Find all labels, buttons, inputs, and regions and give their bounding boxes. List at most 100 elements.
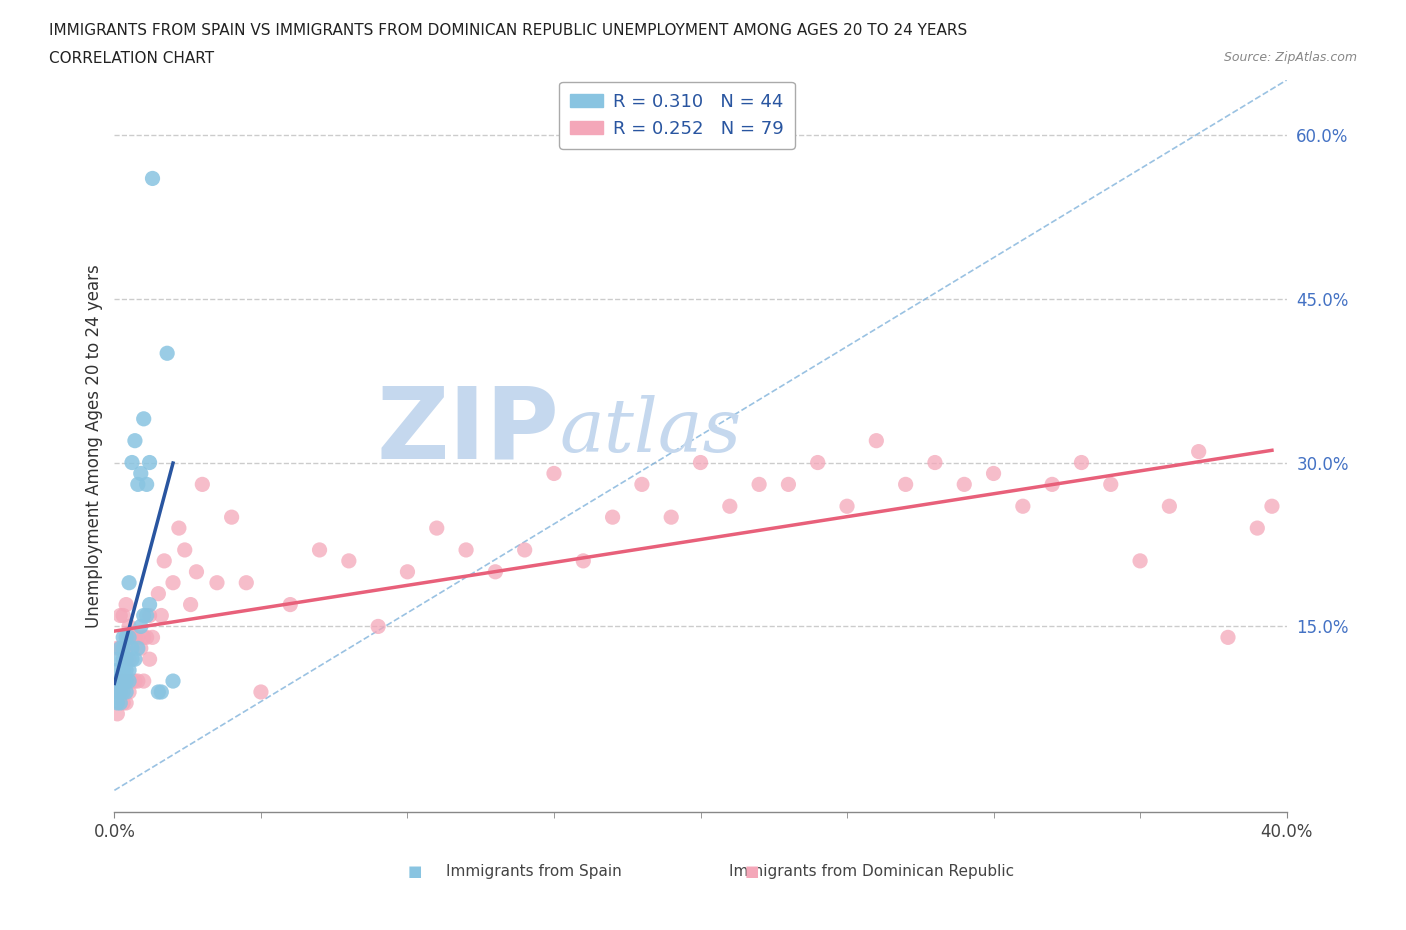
Point [115,684,138,699]
Point [1040,477,1063,492]
Point [138,455,160,470]
Text: IMMIGRANTS FROM SPAIN VS IMMIGRANTS FROM DOMINICAN REPUBLIC UNEMPLOYMENT AMONG A: IMMIGRANTS FROM SPAIN VS IMMIGRANTS FROM… [49,23,967,38]
Point [141,630,163,644]
Point [894,477,917,492]
Point [110,684,132,699]
Text: ZIP: ZIP [377,383,560,480]
Point [115,673,138,688]
Point [250,684,273,699]
Point [112,608,135,623]
Point [1188,445,1211,459]
Point [1159,498,1181,513]
Point [367,619,389,634]
Point [112,673,135,688]
Point [865,433,887,448]
Point [118,576,141,591]
Point [105,684,128,699]
Point [1099,477,1122,492]
Point [118,673,141,688]
Point [110,641,132,656]
Point [180,597,202,612]
Point [153,553,176,568]
Point [121,455,143,470]
Point [118,619,141,634]
Point [173,542,195,557]
Point [191,477,214,492]
Point [748,477,770,492]
Point [112,673,135,688]
Point [156,346,179,361]
Point [454,542,477,557]
Text: atlas: atlas [560,395,742,468]
Point [110,696,132,711]
Point [1129,553,1152,568]
Point [221,510,243,525]
Point [235,576,257,591]
Point [112,663,135,678]
Point [115,673,138,688]
Point [150,684,173,699]
Point [983,466,1005,481]
Point [110,641,132,656]
Point [112,684,135,699]
Point [124,673,146,688]
Point [112,652,135,667]
Point [807,455,830,470]
Point [602,510,624,525]
Point [121,641,143,656]
Point [118,652,141,667]
Point [127,641,149,656]
Point [129,466,152,481]
Point [105,673,128,688]
Text: Immigrants from Spain: Immigrants from Spain [447,864,621,879]
Text: CORRELATION CHART: CORRELATION CHART [49,51,214,66]
Point [1011,498,1033,513]
Point [115,652,138,667]
Point [127,477,149,492]
Point [105,707,128,722]
Point [112,630,135,644]
Point [132,673,155,688]
Point [115,641,138,656]
Point [110,673,132,688]
Point [110,673,132,688]
Point [1216,630,1239,644]
Point [162,576,184,591]
Point [278,597,301,612]
Point [105,652,128,667]
Point [129,641,152,656]
Point [150,608,173,623]
Point [835,498,858,513]
Legend: R = 0.310   N = 44, R = 0.252   N = 79: R = 0.310 N = 44, R = 0.252 N = 79 [560,82,794,149]
Point [138,652,160,667]
Point [659,510,682,525]
Point [127,630,149,644]
Point [124,630,146,644]
Point [121,630,143,644]
Point [778,477,800,492]
Point [118,684,141,699]
Point [121,673,143,688]
Point [105,696,128,711]
Point [110,608,132,623]
Point [132,608,155,623]
Point [513,542,536,557]
Point [112,641,135,656]
Point [115,696,138,711]
Point [308,542,330,557]
Point [115,663,138,678]
Point [105,673,128,688]
Point [572,553,595,568]
Point [135,608,157,623]
Point [162,673,184,688]
Text: Immigrants from Dominican Republic: Immigrants from Dominican Republic [730,864,1014,879]
Point [167,521,190,536]
Text: Source: ZipAtlas.com: Source: ZipAtlas.com [1223,51,1357,64]
Point [118,630,141,644]
Point [105,663,128,678]
Point [148,586,170,601]
Point [138,597,160,612]
Point [141,171,163,186]
Point [135,630,157,644]
Point [484,565,506,579]
